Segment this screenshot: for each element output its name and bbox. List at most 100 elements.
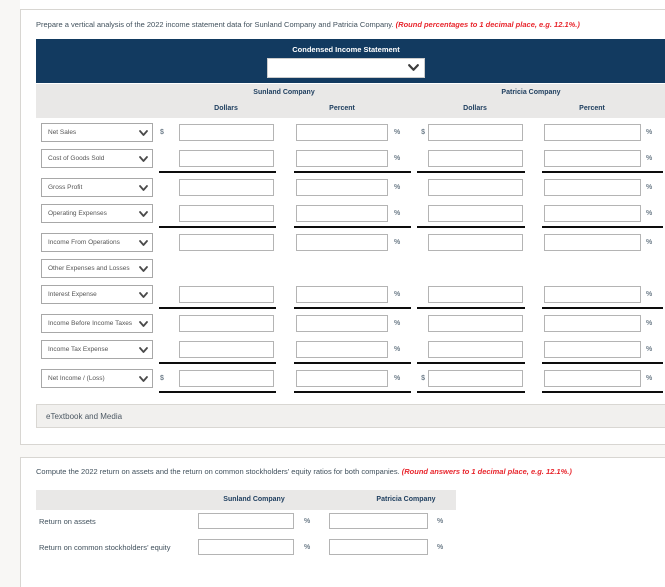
percent-input-patricia[interactable] <box>544 314 641 332</box>
instruction-main: Prepare a vertical analysis of the 2022 … <box>36 20 396 29</box>
dollars-input-patricia[interactable] <box>428 149 523 167</box>
percent-cell-patricia <box>544 310 641 336</box>
percent-input-patricia[interactable] <box>544 369 641 387</box>
gap <box>523 200 544 226</box>
dollars-input-patricia[interactable] <box>428 123 523 141</box>
row-label-select[interactable]: Interest Expense <box>41 284 153 304</box>
gap <box>274 365 296 391</box>
chevron-down-icon <box>139 265 148 273</box>
dollars-input-sunland[interactable] <box>179 178 274 196</box>
dollars-input-patricia[interactable] <box>428 285 523 303</box>
sum-rule-row <box>21 391 665 394</box>
ratio-input-sunland[interactable] <box>198 513 294 529</box>
percent-input-sunland[interactable] <box>296 123 388 141</box>
row-label-select[interactable]: Income From Operations <box>41 232 153 252</box>
top-strip <box>20 0 665 9</box>
ratios-sunland-header: Sunland Company <box>223 496 285 503</box>
sum-rule <box>159 362 276 364</box>
percent-sign-cell: % <box>641 174 665 200</box>
percent-sign: % <box>437 543 444 551</box>
percent-input-sunland[interactable] <box>296 204 388 222</box>
dollars-input-sunland[interactable] <box>179 285 274 303</box>
row-label-select[interactable]: Income Before Income Taxes <box>41 313 153 333</box>
percent-sign: % <box>646 238 653 246</box>
percent-input-patricia[interactable] <box>544 149 641 167</box>
percent-sign: % <box>304 517 311 525</box>
dollars-input-patricia[interactable] <box>428 178 523 196</box>
row-label-text: Income Before Income Taxes <box>48 319 133 327</box>
patricia-company-header: Patricia Company <box>501 89 561 96</box>
ratio-input-sunland[interactable] <box>198 539 294 555</box>
row-label-select[interactable]: Income Tax Expense <box>41 339 153 359</box>
dollars-input-patricia[interactable] <box>428 314 523 332</box>
row-label-select[interactable]: Cost of Goods Sold <box>41 148 153 168</box>
percent-dollar-cell: % $ <box>388 174 428 200</box>
percent-sign-cell: % <box>641 310 665 336</box>
percent-input-patricia[interactable] <box>544 123 641 141</box>
ratios-table: Return on assets % % Return on common st… <box>21 508 481 560</box>
dollars-input-sunland[interactable] <box>179 369 274 387</box>
table-row: Operating Expenses $ % $ <box>21 200 665 226</box>
ratios-instruction: Compute the 2022 return on assets and th… <box>36 467 665 477</box>
sum-rule-row <box>21 362 665 365</box>
dollar-sign: $ <box>160 128 164 136</box>
percent-sign: % <box>646 374 653 382</box>
percent-input-patricia[interactable] <box>544 233 641 251</box>
dollars-input-patricia[interactable] <box>428 204 523 222</box>
company-header-row: Sunland Company Patricia Company Dollars… <box>36 84 665 118</box>
instruction-note: (Round percentages to 1 decimal place, e… <box>395 20 580 29</box>
gap <box>523 365 544 391</box>
ratio-label: Return on common stockholders’ equity <box>39 542 171 552</box>
dollars-input-sunland[interactable] <box>179 340 274 358</box>
sum-rule <box>159 226 276 228</box>
percent-input-patricia[interactable] <box>544 204 641 222</box>
row-label-text: Cost of Goods Sold <box>48 154 105 162</box>
percent-input-patricia[interactable] <box>544 285 641 303</box>
percent-input-sunland[interactable] <box>296 340 388 358</box>
dollars-input-patricia[interactable] <box>428 233 523 251</box>
percent-dollar-cell: % $ <box>388 336 428 362</box>
period-select[interactable] <box>267 58 425 78</box>
row-label-select[interactable]: Gross Profit <box>41 177 153 197</box>
dollars-cell-sunland <box>179 310 274 336</box>
gap <box>274 310 296 336</box>
percent-input-sunland[interactable] <box>296 178 388 196</box>
chevron-down-icon <box>139 375 148 383</box>
ratio-input-patricia[interactable] <box>329 513 428 529</box>
row-label-select[interactable]: Other Expenses and Losses <box>41 258 153 278</box>
table-row: Net Income / (Loss) $ % $ <box>21 365 665 391</box>
gap <box>523 310 544 336</box>
dollars-cell-patricia <box>428 365 523 391</box>
gap <box>523 281 544 307</box>
dollars-input-patricia[interactable] <box>428 340 523 358</box>
dollars-input-patricia[interactable] <box>428 369 523 387</box>
ratio-label: Return on assets <box>39 516 96 526</box>
percent-input-sunland[interactable] <box>296 369 388 387</box>
percent-input-sunland[interactable] <box>296 285 388 303</box>
row-label-text: Gross Profit <box>48 183 83 191</box>
sum-rule <box>417 307 525 309</box>
dollars-cell-sunland <box>179 229 274 255</box>
dollars-cell-sunland <box>179 365 274 391</box>
percent-input-patricia[interactable] <box>544 178 641 196</box>
row-label-select[interactable]: Net Sales <box>41 122 153 142</box>
dollars-input-sunland[interactable] <box>179 123 274 141</box>
dollars-input-sunland[interactable] <box>179 233 274 251</box>
percent-input-sunland[interactable] <box>296 233 388 251</box>
etextbook-media-bar[interactable]: eTextbook and Media <box>36 404 665 428</box>
row-label-select[interactable]: Operating Expenses <box>41 203 153 223</box>
ratio-input-patricia[interactable] <box>329 539 428 555</box>
dollars-input-sunland[interactable] <box>179 314 274 332</box>
percent-input-sunland[interactable] <box>296 149 388 167</box>
percent-sign-cell: % <box>294 534 329 560</box>
row-label-text: Net Income / (Loss) <box>48 374 105 382</box>
ratios-instruction-note: (Round answers to 1 decimal place, e.g. … <box>401 467 572 476</box>
table-row: Income Before Income Taxes $ % $ <box>21 310 665 336</box>
row-label-select[interactable]: Net Income / (Loss) <box>41 368 153 388</box>
dollars-input-sunland[interactable] <box>179 149 274 167</box>
percent-input-patricia[interactable] <box>544 340 641 358</box>
percent-input-sunland[interactable] <box>296 314 388 332</box>
dollars-input-sunland[interactable] <box>179 204 274 222</box>
gap <box>274 281 296 307</box>
ratio-cell-sunland <box>198 534 294 560</box>
